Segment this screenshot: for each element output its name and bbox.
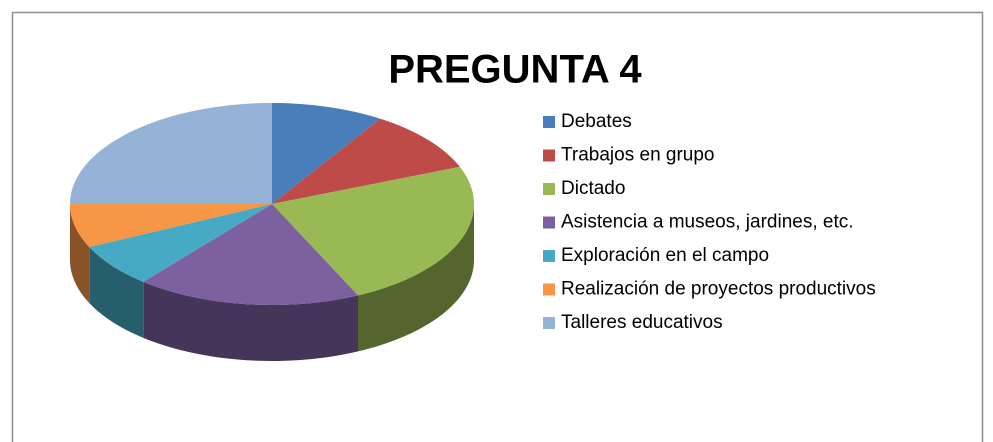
pie-slice [70, 103, 272, 204]
legend-label: Trabajos en grupo [561, 145, 715, 166]
legend-swatch [543, 149, 555, 162]
pie-slice [272, 103, 381, 204]
legend-label: Talleres educativos [561, 312, 723, 333]
legend-label: Asistencia a museos, jardines, etc. [561, 212, 854, 233]
slice-side [70, 204, 90, 304]
legend-swatch [543, 216, 555, 229]
pie-slice [70, 204, 272, 248]
chart-title: PREGUNTA 4 [388, 48, 642, 92]
legend-label: Exploración en el campo [561, 245, 769, 266]
pie-slice [143, 204, 359, 305]
slice-side [358, 204, 474, 352]
legend-label: Dictado [561, 178, 625, 199]
slice-side [143, 281, 359, 361]
legend-swatch [543, 250, 555, 262]
legend-label: Debates [561, 111, 632, 132]
legend-swatch [543, 317, 555, 329]
legend-swatch [543, 283, 555, 296]
pie-slice [272, 166, 474, 296]
slice-side [89, 247, 144, 338]
legend-swatch [543, 183, 555, 195]
pie-slice [89, 204, 272, 282]
legend-swatch [543, 116, 555, 128]
legend-label: Realización de proyectos productivos [561, 279, 876, 300]
pie-slice [272, 118, 460, 204]
